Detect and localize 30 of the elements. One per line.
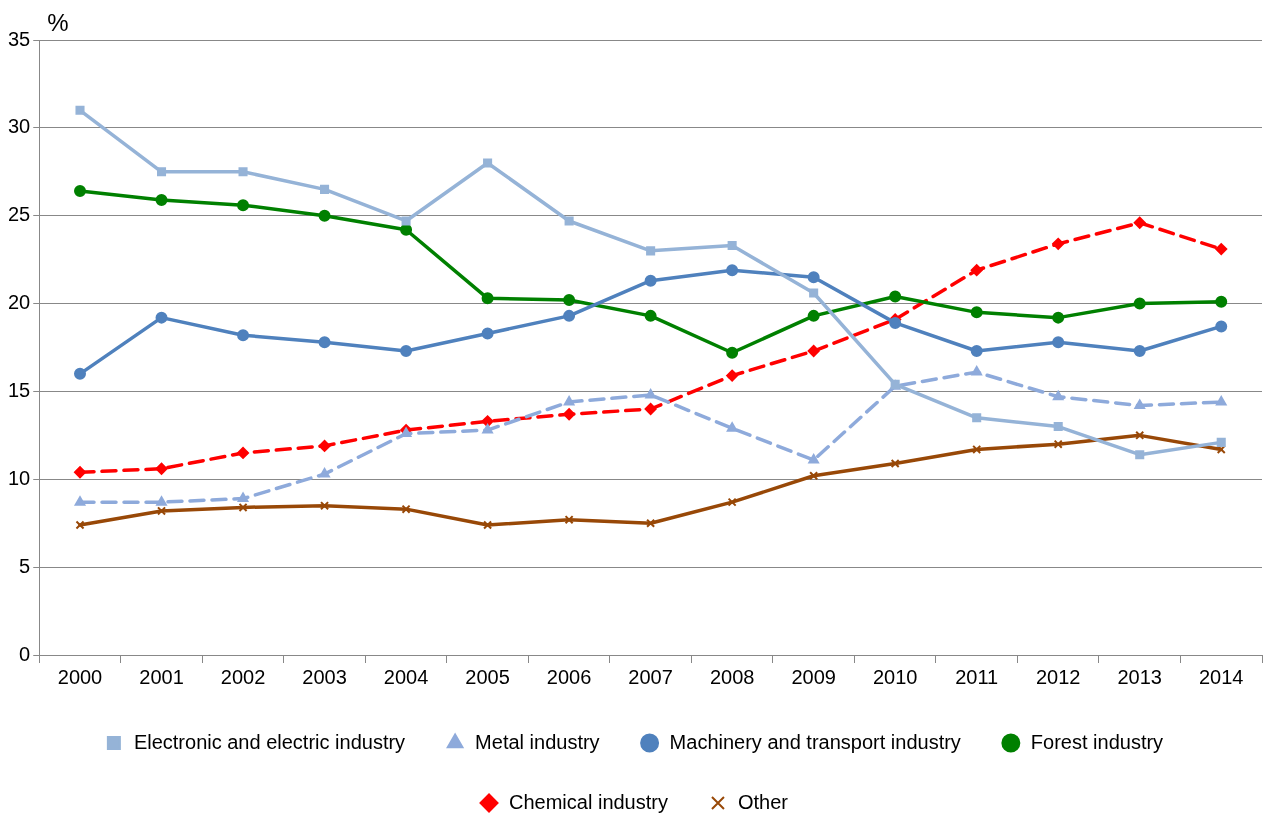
x-tick-label: 2012	[1035, 665, 1081, 688]
legend-label: Chemical industry	[509, 790, 668, 813]
legend-label: Machinery and transport industry	[669, 730, 961, 753]
legend-label: Electronic and electric industry	[133, 730, 406, 753]
y-tick-label: 10	[8, 466, 31, 489]
x-tick-label: 2003	[302, 665, 347, 688]
x-tick-label: 2008	[709, 665, 755, 688]
x-tick-label: 2014	[1198, 665, 1244, 688]
x-tick-label: 2007	[628, 665, 673, 688]
x-tick-label: 2011	[955, 665, 999, 688]
y-axis-title: %	[47, 8, 69, 36]
x-tick-label: 2009	[791, 665, 836, 688]
y-tick-label: 20	[8, 291, 31, 314]
x-tick-label: 2001	[139, 665, 184, 688]
legend-label: Other	[737, 790, 789, 813]
y-tick-label: 15	[8, 378, 31, 401]
x-tick-label: 2006	[546, 665, 592, 688]
y-tick-label: 35	[8, 27, 31, 50]
x-tick-label: 2004	[383, 665, 429, 688]
legend-label: Forest industry	[1030, 730, 1164, 753]
x-tick-label: 2000	[57, 665, 103, 688]
y-tick-label: 30	[8, 115, 31, 138]
legend-label: Metal industry	[475, 730, 600, 753]
y-tick-label: 0	[19, 642, 31, 665]
y-tick-label: 5	[19, 554, 31, 577]
x-tick-label: 2002	[220, 665, 266, 688]
y-tick-label: 25	[8, 203, 31, 226]
x-tick-label: 2005	[465, 665, 510, 688]
x-tick-label: 2013	[1117, 665, 1162, 688]
x-tick-label: 2010	[872, 665, 918, 688]
